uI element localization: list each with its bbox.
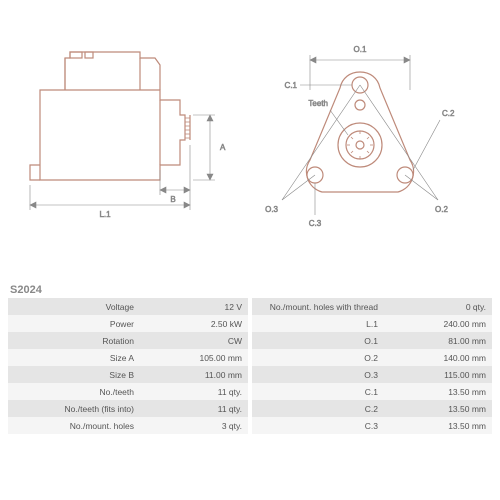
part-number: S2024 [0, 280, 500, 298]
table-row: No./teeth (fits into)11 qty. [8, 400, 248, 417]
label-c1: C.1 [285, 81, 298, 90]
technical-diagram: L.1 B A [0, 0, 500, 280]
label-b: B [170, 195, 175, 204]
table-row: Size B11.00 mm [8, 366, 248, 383]
label-teeth: Teeth [308, 99, 328, 108]
label-c3: C.3 [309, 219, 322, 228]
table-row: No./mount. holes with thread0 qty. [252, 298, 492, 315]
spec-label: L.1 [252, 315, 384, 332]
spec-label: O.3 [252, 366, 384, 383]
table-row: L.1240.00 mm [252, 315, 492, 332]
table-row: O.3115.00 mm [252, 366, 492, 383]
spec-label: O.2 [252, 349, 384, 366]
label-o3: O.3 [265, 205, 278, 214]
spec-label: Voltage [8, 298, 140, 315]
spec-value: 2.50 kW [140, 315, 248, 332]
spec-label: Rotation [8, 332, 140, 349]
spec-label: C.3 [252, 417, 384, 434]
table-row: No./teeth11 qty. [8, 383, 248, 400]
spec-value: 11.00 mm [140, 366, 248, 383]
table-row: No./mount. holes3 qty. [8, 417, 248, 434]
spec-value: 13.50 mm [384, 417, 492, 434]
table-row: C.213.50 mm [252, 400, 492, 417]
spec-label: No./mount. holes with thread [252, 298, 384, 315]
spec-value: 11 qty. [140, 383, 248, 400]
table-row: Power2.50 kW [8, 315, 248, 332]
flange-front-view: O.1 Teeth C.1 C.2 C.3 O.2 [265, 45, 455, 228]
spec-value: 115.00 mm [384, 366, 492, 383]
spec-label: No./mount. holes [8, 417, 140, 434]
table-row: O.181.00 mm [252, 332, 492, 349]
spec-value: 81.00 mm [384, 332, 492, 349]
spec-tables: Voltage12 VPower2.50 kWRotationCWSize A1… [0, 298, 500, 442]
spec-label: O.1 [252, 332, 384, 349]
spec-label: No./teeth (fits into) [8, 400, 140, 417]
label-o2: O.2 [435, 205, 448, 214]
diagram-svg: L.1 B A [10, 10, 490, 270]
table-row: RotationCW [8, 332, 248, 349]
spec-table-left: Voltage12 VPower2.50 kWRotationCWSize A1… [8, 298, 248, 434]
spec-value: 105.00 mm [140, 349, 248, 366]
table-row: Voltage12 V [8, 298, 248, 315]
spec-label: C.2 [252, 400, 384, 417]
left-dimensions: L.1 B A [30, 115, 226, 219]
label-o1: O.1 [354, 45, 367, 54]
table-row: C.313.50 mm [252, 417, 492, 434]
spec-value: 140.00 mm [384, 349, 492, 366]
spec-label: C.1 [252, 383, 384, 400]
spec-label: No./teeth [8, 383, 140, 400]
spec-label: Size B [8, 366, 140, 383]
label-a: A [220, 143, 226, 152]
spec-value: 12 V [140, 298, 248, 315]
table-row: Size A105.00 mm [8, 349, 248, 366]
table-row: C.113.50 mm [252, 383, 492, 400]
spec-table-right: No./mount. holes with thread0 qty.L.1240… [252, 298, 492, 434]
spec-value: 3 qty. [140, 417, 248, 434]
spec-label: Power [8, 315, 140, 332]
spec-value: 11 qty. [140, 400, 248, 417]
table-row: O.2140.00 mm [252, 349, 492, 366]
spec-label: Size A [8, 349, 140, 366]
label-l1: L.1 [99, 210, 111, 219]
starter-side-view [30, 52, 190, 180]
spec-value: 13.50 mm [384, 400, 492, 417]
spec-value: 0 qty. [384, 298, 492, 315]
label-c2: C.2 [442, 109, 455, 118]
spec-value: CW [140, 332, 248, 349]
spec-value: 240.00 mm [384, 315, 492, 332]
spec-value: 13.50 mm [384, 383, 492, 400]
